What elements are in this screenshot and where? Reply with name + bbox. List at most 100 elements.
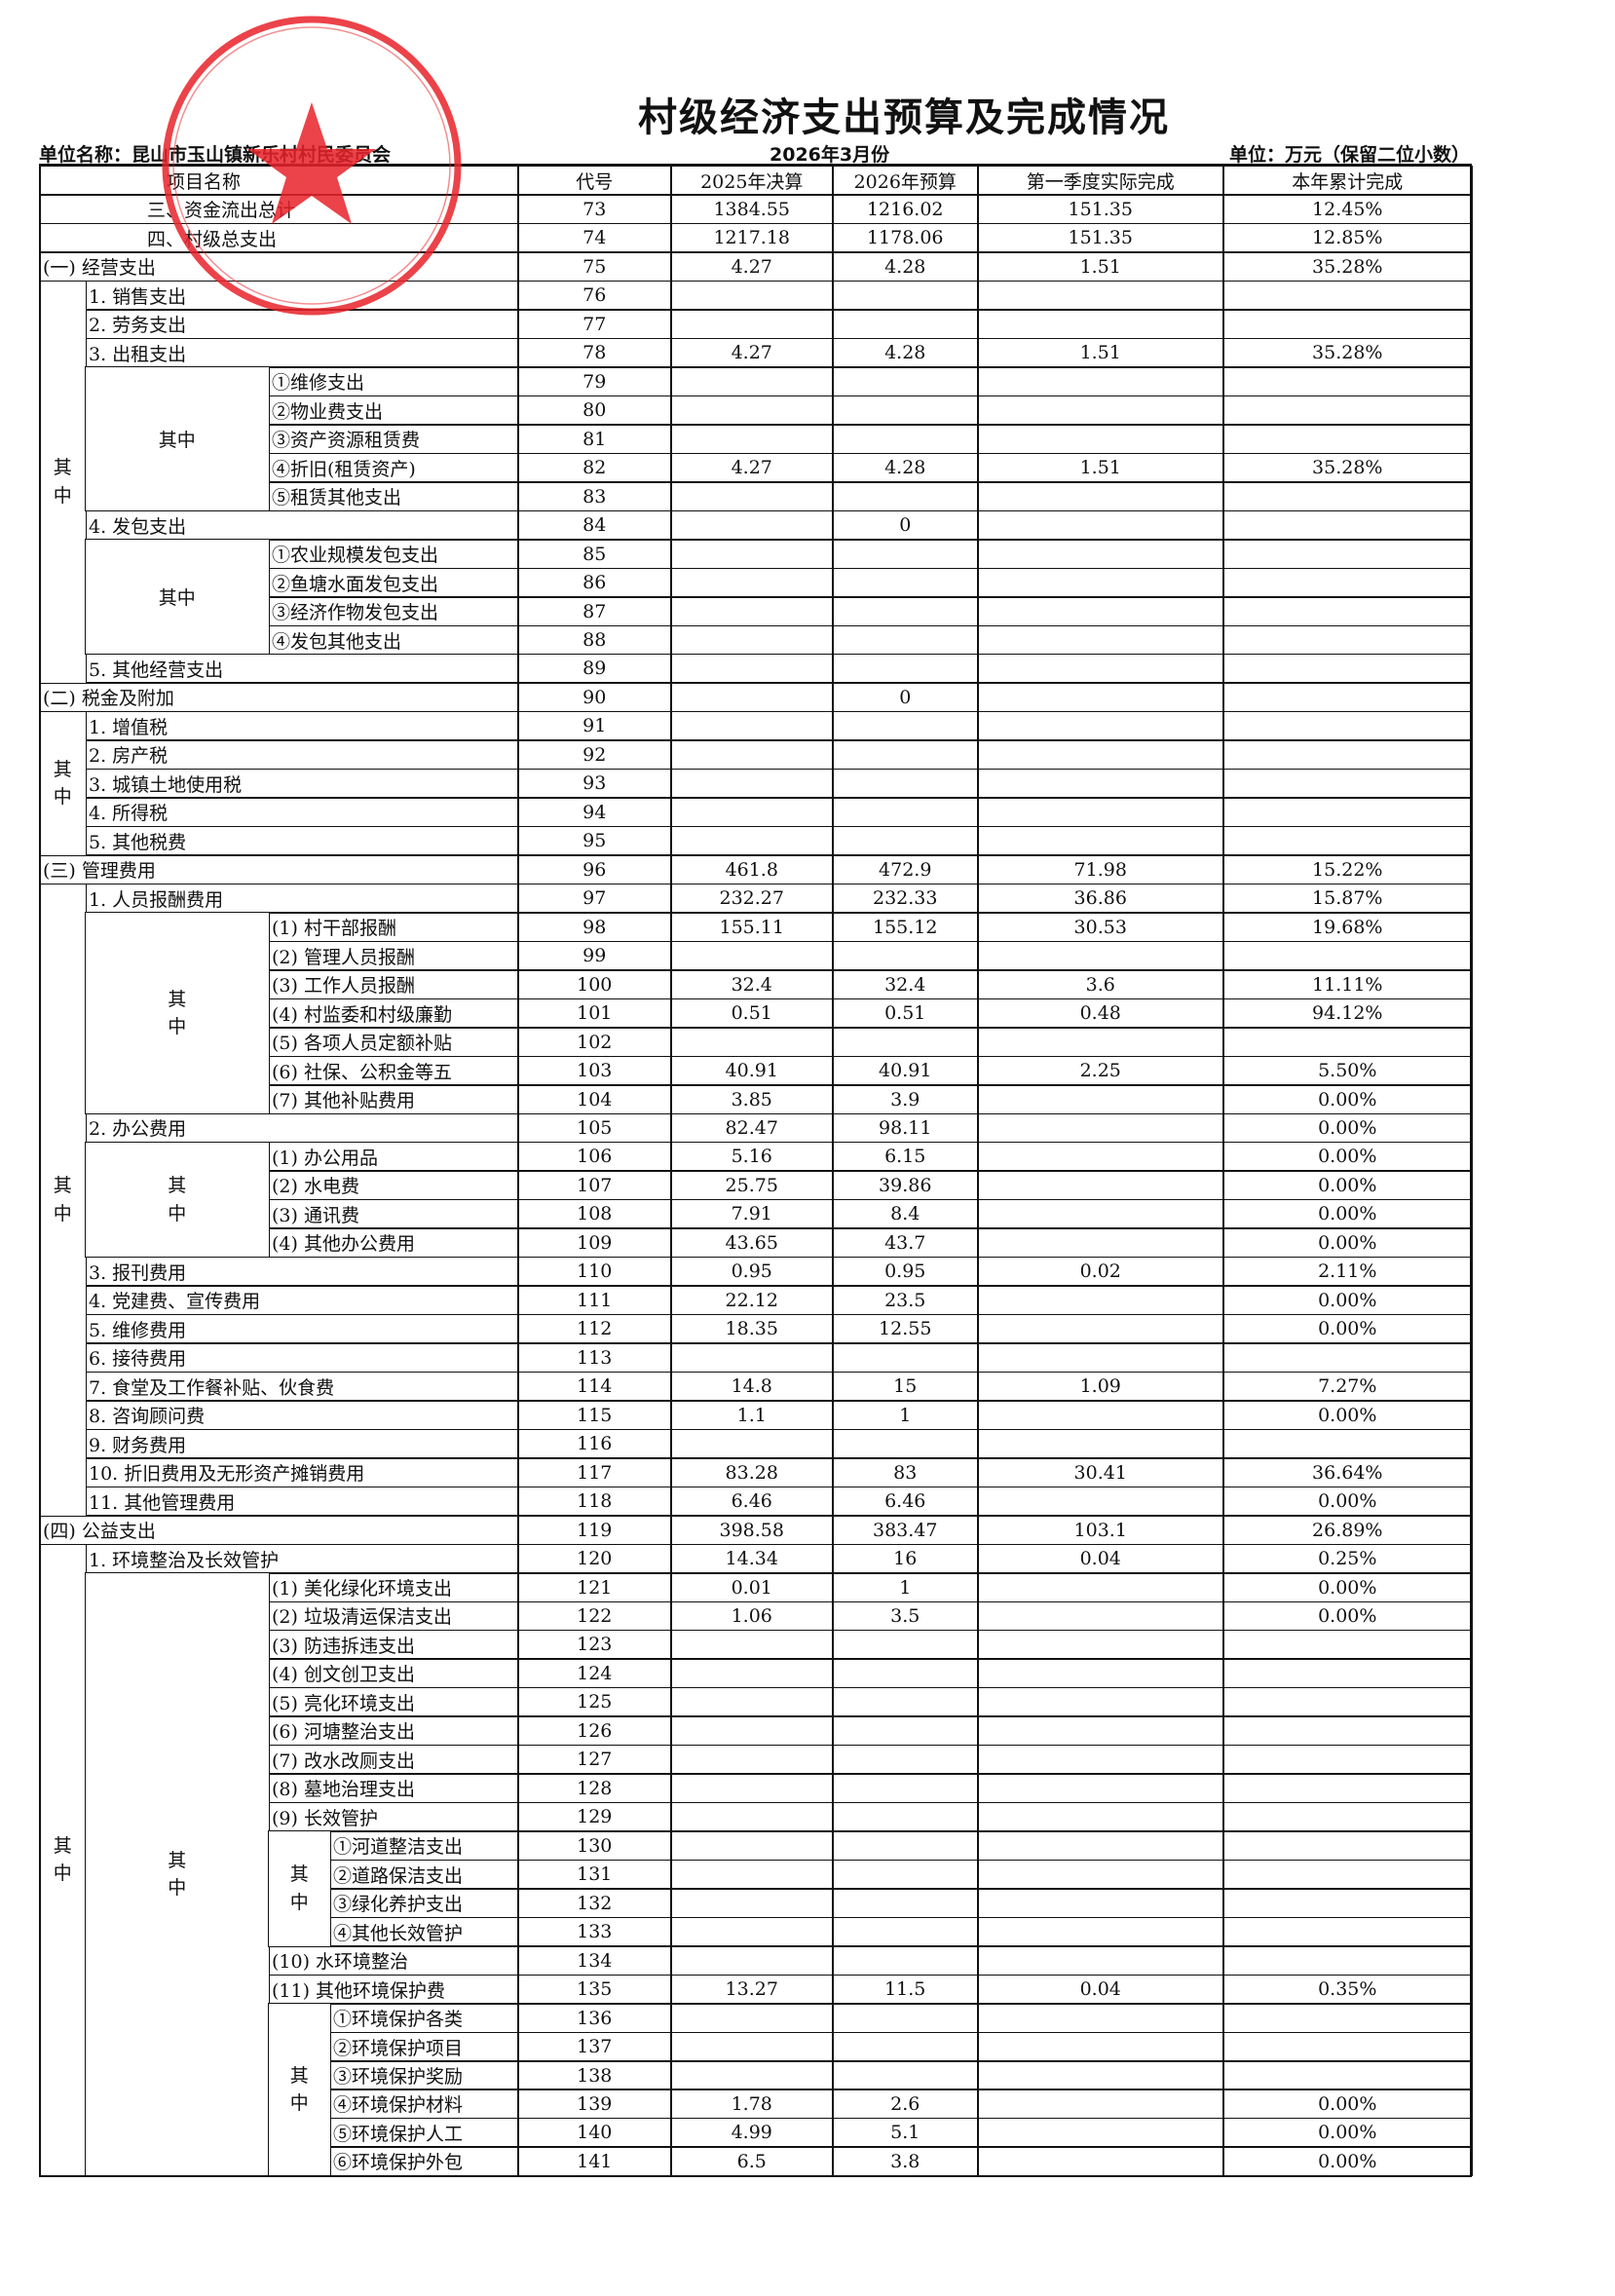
row-v2026-cell	[832, 1428, 979, 1459]
row-v2026-cell	[832, 481, 979, 512]
row-v2026-cell	[832, 1859, 979, 1890]
row-v2026-cell: 98.11	[832, 1112, 979, 1144]
row-v2026-cell	[832, 1342, 979, 1374]
row-q1-cell	[977, 309, 1224, 340]
row-v2025-cell: 1.06	[670, 1600, 834, 1632]
row-q1-cell: 36.86	[977, 883, 1224, 914]
row-v2026-cell: 3.5	[832, 1600, 979, 1632]
row-code-cell: 96	[517, 854, 672, 885]
row-label: ②环境保护项目	[329, 2031, 519, 2062]
row-v2026-cell: 155.12	[832, 912, 979, 943]
row-label: 3. 出租支出	[85, 337, 519, 368]
row-label: ①农业规模发包支出	[268, 539, 519, 570]
row-v2026-cell: 43.7	[832, 1227, 979, 1259]
row-v2026-cell	[832, 539, 979, 570]
header-ytd-completion: 本年累计完成	[1222, 166, 1473, 196]
row-ytd-cell	[1222, 2060, 1473, 2090]
row-v2025-cell	[670, 1629, 834, 1660]
row-code-cell: 112	[517, 1313, 672, 1344]
row-v2025-cell: 4.27	[670, 337, 834, 368]
row-code-cell: 101	[517, 997, 672, 1029]
row-code-cell: 125	[517, 1686, 672, 1717]
row-code-cell: 79	[517, 366, 672, 397]
row-label: ②物业费支出	[268, 395, 519, 426]
row-v2025-cell: 43.65	[670, 1227, 834, 1259]
row-q1-cell	[977, 1572, 1224, 1602]
row-v2025-cell	[670, 1801, 834, 1832]
row-v2025-cell: 0.95	[670, 1256, 834, 1287]
row-v2025-cell: 82.47	[670, 1112, 834, 1144]
row-ytd-cell	[1222, 1773, 1473, 1804]
row-code-cell: 132	[517, 1888, 672, 1919]
row-v2025-cell: 232.27	[670, 883, 834, 914]
row-label: (6) 社保、公积金等五	[268, 1055, 519, 1086]
row-q1-cell	[977, 2146, 1224, 2177]
row-code-cell: 130	[517, 1830, 672, 1862]
row-v2026-cell	[832, 280, 979, 311]
row-v2025-cell	[670, 395, 834, 426]
row-label: (5) 亮化环境支出	[268, 1686, 519, 1717]
row-v2026-cell: 39.86	[832, 1170, 979, 1201]
row-ytd-cell	[1222, 1629, 1473, 1660]
row-v2025-cell	[670, 1658, 834, 1689]
group-label-qizhong: 其中	[85, 1141, 270, 1259]
row-code-cell: 134	[517, 1945, 672, 1976]
row-ytd-cell	[1222, 424, 1473, 455]
row-code-cell: 118	[517, 1486, 672, 1517]
row-code-cell: 104	[517, 1084, 672, 1114]
row-code-cell: 106	[517, 1141, 672, 1172]
row-q1-cell	[977, 1629, 1224, 1660]
row-code-cell: 78	[517, 337, 672, 368]
row-v2026-cell: 23.5	[832, 1285, 979, 1316]
row-label: 7. 食堂及工作餐补贴、伙食费	[85, 1371, 519, 1402]
row-code-cell: 105	[517, 1112, 672, 1144]
row-code-cell: 84	[517, 509, 672, 541]
row-label: 3. 报刊费用	[85, 1256, 519, 1287]
row-code-cell: 94	[517, 797, 672, 828]
row-v2025-cell: 4.27	[670, 251, 834, 282]
row-q1-cell	[977, 710, 1224, 741]
row-v2025-cell	[670, 2003, 834, 2034]
row-v2026-cell: 0.95	[832, 1256, 979, 1287]
row-ytd-cell	[1222, 768, 1473, 799]
row-q1-cell	[977, 1801, 1224, 1832]
row-q1-cell	[977, 1285, 1224, 1316]
row-q1-cell	[977, 366, 1224, 397]
row-code-cell: 80	[517, 395, 672, 426]
row-label: (11) 其他环境保护费	[268, 1974, 519, 2005]
row-v2025-cell: 1.1	[670, 1400, 834, 1431]
row-ytd-cell: 0.00%	[1222, 1486, 1473, 1517]
row-ytd-cell	[1222, 624, 1473, 656]
row-code-cell: 73	[517, 194, 672, 225]
row-ytd-cell	[1222, 682, 1473, 713]
row-code-cell: 93	[517, 768, 672, 799]
row-code-cell: 137	[517, 2031, 672, 2062]
unit-name: 单位名称：昆山市玉山镇新乐村村民委员会	[39, 144, 392, 166]
row-ytd-cell: 35.28%	[1222, 251, 1473, 282]
row-label: ①维修支出	[268, 366, 519, 397]
row-label: 11. 其他管理费用	[85, 1486, 519, 1517]
row-code-cell: 87	[517, 596, 672, 627]
row-v2026-cell: 5.1	[832, 2117, 979, 2148]
row-ytd-cell: 5.50%	[1222, 1055, 1473, 1086]
group-label-text: 其中	[168, 1849, 187, 1900]
row-label: ⑥环境保护外包	[329, 2146, 519, 2177]
row-code-cell: 124	[517, 1658, 672, 1689]
row-q1-cell	[977, 567, 1224, 598]
row-v2025-cell	[670, 1830, 834, 1862]
row-v2025-cell	[670, 1686, 834, 1717]
row-code-cell: 103	[517, 1055, 672, 1086]
row-q1-cell	[977, 539, 1224, 570]
row-label: (1) 办公用品	[268, 1141, 519, 1172]
header-q1-actual: 第一季度实际完成	[977, 166, 1224, 196]
row-code-cell: 75	[517, 251, 672, 282]
row-label: 4. 党建费、宣传费用	[85, 1285, 519, 1316]
row-q1-cell	[977, 2089, 1224, 2120]
row-q1-cell: 0.04	[977, 1543, 1224, 1574]
group-label-qizhong: 其中	[39, 883, 87, 1517]
row-v2026-cell: 4.28	[832, 251, 979, 282]
row-v2026-cell	[832, 940, 979, 971]
row-ytd-cell	[1222, 567, 1473, 598]
row-label: ①环境保护各类	[329, 2003, 519, 2034]
row-v2025-cell: 40.91	[670, 1055, 834, 1086]
